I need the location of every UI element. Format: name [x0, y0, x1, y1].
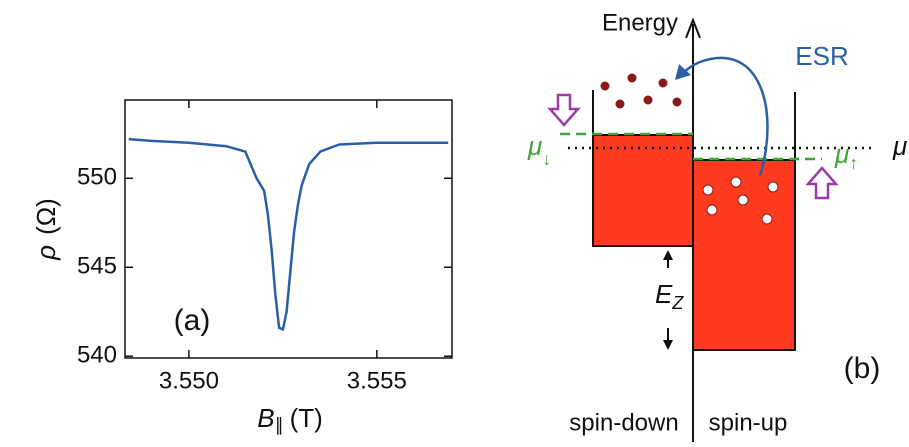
y-tick-label: 550 — [77, 164, 117, 191]
holes — [702, 176, 779, 225]
excited-electrons — [600, 73, 682, 109]
mu-up-label: μ↑ — [834, 139, 858, 173]
mu-down-label: μ↓ — [527, 131, 551, 169]
y-label-symbol: ρ — [31, 245, 61, 261]
esr-arrowhead — [675, 64, 691, 80]
x-label-subscript: ∥ — [275, 415, 284, 435]
zeeman-symbol: E — [655, 279, 673, 309]
spin-up-label: spin-up — [709, 409, 788, 436]
y-label-unit: (Ω) — [31, 198, 61, 235]
band-diagram: Energy μ μ↓ μ↑ ESR EZ (b) spin-down spin… — [527, 9, 907, 442]
x-tick-label: 3.555 — [347, 367, 407, 394]
mu-down-symbol: μ — [527, 131, 542, 161]
ez-arrowhead-down — [663, 340, 673, 350]
y-tick-label: 545 — [77, 253, 117, 280]
x-tick-label: 3.550 — [159, 367, 219, 394]
x-label-unit: (T) — [290, 403, 323, 433]
zeeman-subscript: Z — [671, 293, 684, 313]
panel-label: (a) — [174, 304, 211, 337]
y-tick-label: 540 — [77, 342, 117, 369]
plot-frame — [124, 99, 453, 359]
mu-label: μ — [892, 131, 907, 161]
up-shift-arrow — [805, 166, 839, 200]
data-line — [128, 137, 449, 331]
down-shift-arrow — [547, 93, 581, 127]
mu-up-symbol: μ — [834, 139, 849, 169]
energy-label: Energy — [602, 9, 678, 36]
spin-down-band — [592, 134, 694, 247]
mu-up-subscript: ↑ — [849, 153, 858, 173]
spin-down-label: spin-down — [569, 409, 678, 436]
x-axis-label: B∥ (T) — [257, 403, 323, 435]
energy-arrowhead — [685, 17, 701, 39]
y-axis-label: ρ (Ω) — [31, 198, 61, 261]
x-label-symbol: B — [257, 403, 274, 433]
mu-down-subscript: ↓ — [542, 149, 551, 169]
esr-arrow — [679, 56, 769, 177]
ez-arrowhead-up — [663, 250, 673, 260]
zeeman-label: EZ — [655, 279, 684, 313]
panel-label-b: (b) — [844, 352, 881, 385]
esr-label: ESR — [795, 41, 848, 71]
